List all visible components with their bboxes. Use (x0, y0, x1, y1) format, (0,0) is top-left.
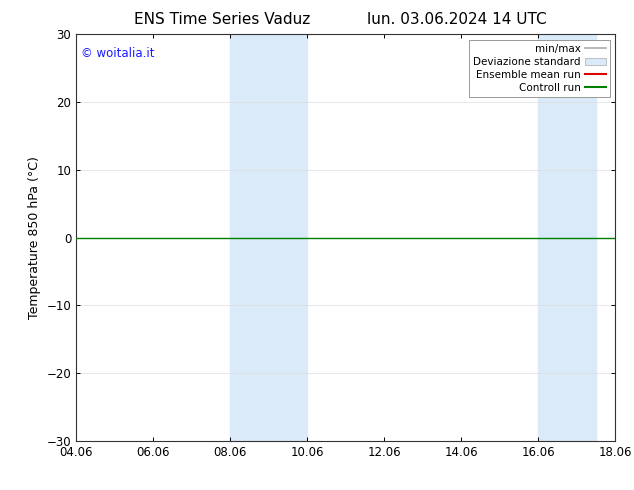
Text: © woitalia.it: © woitalia.it (81, 47, 155, 59)
Y-axis label: Temperature 850 hPa (°C): Temperature 850 hPa (°C) (28, 156, 41, 319)
Bar (538, 34, 596, 441)
Bar (230, 34, 307, 441)
Legend: min/max, Deviazione standard, Ensemble mean run, Controll run: min/max, Deviazione standard, Ensemble m… (469, 40, 610, 97)
Text: lun. 03.06.2024 14 UTC: lun. 03.06.2024 14 UTC (366, 12, 547, 27)
Text: ENS Time Series Vaduz: ENS Time Series Vaduz (134, 12, 310, 27)
